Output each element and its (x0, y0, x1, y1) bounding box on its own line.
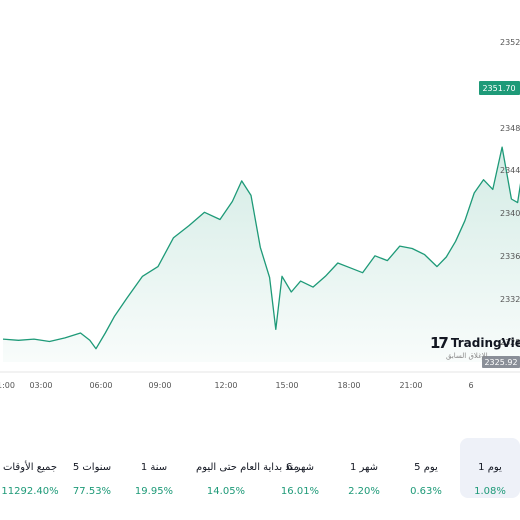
period-value: 2.20% (348, 486, 380, 497)
x-tick-label: 18:00 (337, 381, 360, 390)
price-chart[interactable]: 2352.00 2348.00 2344.00 2340.00 2336.00 2332.… (0, 0, 520, 400)
y-tick-label: 2352.00 (500, 38, 520, 47)
previous-close-caption: الإغلاق السابق (446, 352, 488, 360)
period-value: 77.53% (72, 486, 112, 497)
x-tick-label: 15:00 (275, 381, 298, 390)
y-tick-label: 2328.00 (500, 338, 520, 347)
last-price-label: 2351.70 (482, 84, 515, 93)
period-1-year[interactable]: 1 سنة 19.95% (124, 438, 184, 498)
price-line-group (2, 146, 520, 350)
period-value: 19.95% (134, 486, 174, 497)
x-tick-label: 09:00 (148, 381, 171, 390)
period-all-time[interactable]: جميع الأوقات 11292.40% (0, 438, 60, 498)
x-axis: 1:00 03:00 06:00 09:00 12:00 15:00 18:00 21:00 6 (0, 381, 474, 390)
period-value: 16.01% (280, 486, 320, 497)
tradingview-mark-icon: 17 (430, 334, 449, 352)
y-tick-label: 2336.00 (500, 252, 520, 261)
period-5-days[interactable]: 5 يوم 0.63% (396, 438, 456, 498)
period-6-months[interactable]: 6 شهر 16.01% (270, 438, 330, 498)
last-price-badge: 2351.70 (479, 81, 520, 95)
period-label: 1 يوم (478, 462, 502, 473)
price-area-fill (3, 147, 520, 362)
period-label: 1 سنة (140, 462, 168, 473)
period-label: 6 شهر (285, 462, 315, 473)
period-value: 14.05% (206, 486, 246, 497)
y-axis: 2352.00 2348.00 2344.00 2340.00 2336.00 2332.… (500, 38, 520, 347)
tradingview-wordmark: TradingView (450, 336, 520, 350)
x-tick-label: 12:00 (214, 381, 237, 390)
period-value: 1.08% (474, 486, 506, 497)
period-1-month[interactable]: 1 شهر 2.20% (334, 438, 394, 498)
previous-close-label: 2325.92 (484, 358, 517, 367)
price-area (3, 147, 520, 362)
x-tick-label: 03:00 (29, 381, 52, 390)
period-label: 5 سنوات (72, 462, 112, 473)
y-tick-label: 2348.00 (500, 124, 520, 133)
x-tick-label: 1:00 (0, 381, 15, 390)
period-1-day[interactable]: 1 يوم 1.08% (460, 438, 520, 498)
y-tick-label: 2340.00 (500, 209, 520, 218)
x-tick-label: 06:00 (89, 381, 112, 390)
period-value: 0.63% (410, 486, 442, 497)
performance-periods: جميع الأوقات 11292.40% 5 سنوات 77.53% 1 … (0, 438, 520, 520)
tradingview-logo[interactable]: 17 TradingView (430, 334, 520, 352)
price-line (2, 146, 520, 350)
y-tick-label: 2332.00 (500, 295, 520, 304)
period-5-years[interactable]: 5 سنوات 77.53% (62, 438, 122, 498)
period-label: 1 شهر (349, 462, 379, 473)
period-ytd[interactable]: منذ بداية العام حتى اليوم 14.05% (196, 438, 299, 498)
period-value: 11292.40% (1, 486, 59, 497)
y-tick-label: 2344.00 (500, 166, 520, 175)
period-label: منذ بداية العام حتى اليوم (196, 462, 299, 473)
x-tick-label: 6 (468, 381, 473, 390)
period-label: جميع الأوقات (2, 462, 58, 473)
previous-close-badge: 2325.92 (482, 356, 520, 368)
x-tick-label: 21:00 (399, 381, 422, 390)
period-label: 5 يوم (414, 462, 438, 473)
